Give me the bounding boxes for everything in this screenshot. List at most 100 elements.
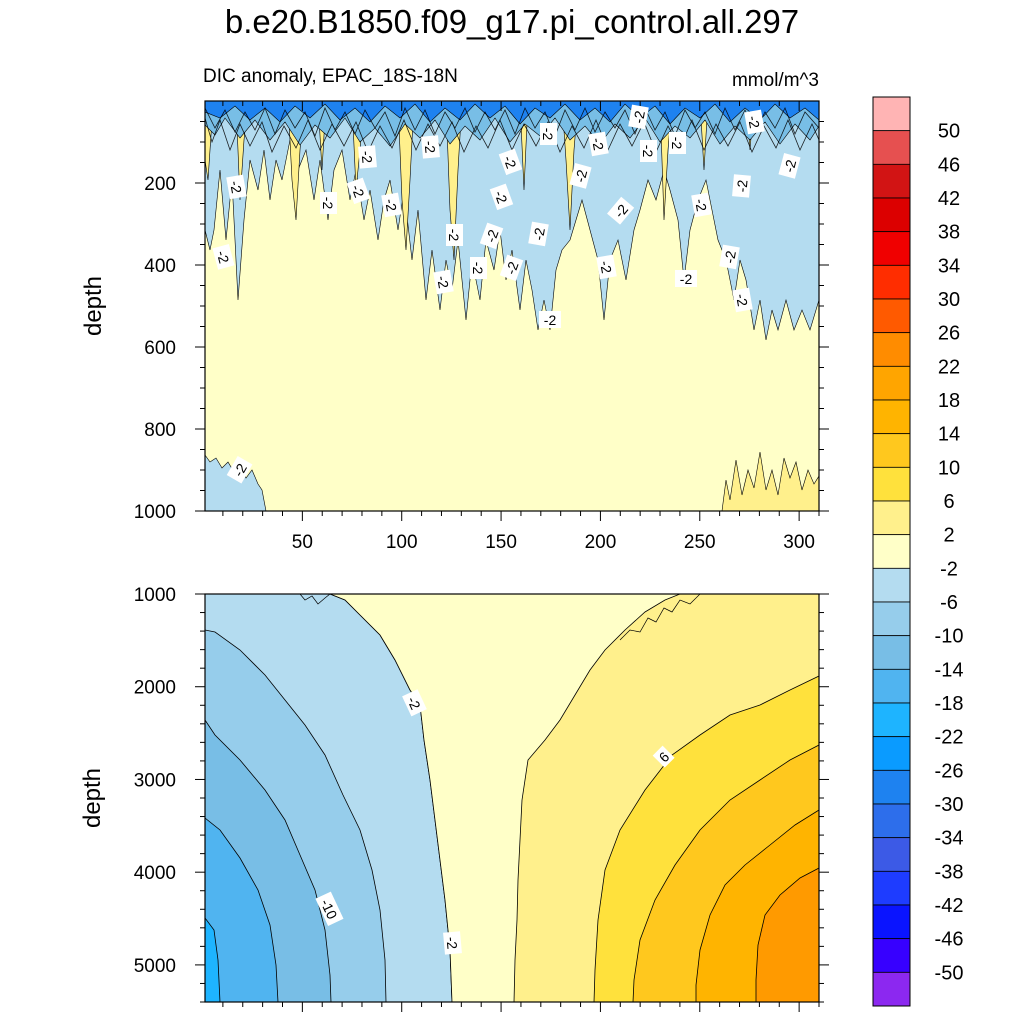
contour-label-box — [499, 254, 524, 282]
contour-label-text: -2 — [733, 292, 751, 307]
colorbar-tick-label: 18 — [938, 390, 960, 412]
lower-y-tick-label: 2000 — [134, 678, 176, 699]
contour-label: -2 — [433, 269, 454, 295]
contour-label-text: -2 — [434, 274, 452, 289]
lower-edge-right — [619, 594, 701, 641]
lower-contour-labels: -2 6 -10 -2 — [315, 689, 675, 955]
colorbar-tick-label: 30 — [938, 289, 960, 311]
contour-label-box — [628, 104, 649, 130]
contour-label-text: -2 — [669, 137, 685, 150]
contour-label-text: -2 — [630, 109, 648, 124]
contour-label-text: -2 — [572, 168, 591, 184]
upper-y-tick-labels: 200 400 600 800 1000 — [134, 174, 176, 523]
colorbar-swatch — [872, 534, 911, 569]
contour-label: 6 — [652, 745, 675, 768]
colorbar-tick-label: 2 — [943, 525, 954, 547]
colorbar-swatch — [872, 264, 911, 300]
contour-label: -2 — [540, 123, 557, 145]
contour-label-box — [358, 145, 377, 169]
contour-label: -2 — [588, 131, 609, 157]
colorbar-tick-label: -30 — [935, 794, 964, 816]
contour-label-text: -2 — [530, 226, 548, 241]
colorbar-swatch — [872, 870, 911, 906]
contour-label: -2 — [528, 221, 549, 247]
chart-title: b.e20.B1850.f09_g17.pi_control.all.297 — [225, 3, 799, 40]
colorbar-swatch — [872, 500, 911, 536]
colorbar-tick-label: 38 — [938, 222, 960, 244]
contour-label-text: -2 — [597, 259, 615, 274]
colorbar-swatch — [872, 298, 911, 334]
colorbar-tick-label: -42 — [935, 895, 964, 917]
colorbar-swatch — [872, 702, 911, 738]
contour-label-text: -10 — [317, 896, 340, 921]
upper-y-axis-label: depth — [80, 276, 107, 336]
contour-label-box — [402, 689, 427, 717]
contour-label-text: -2 — [500, 153, 519, 170]
contour-label-box — [315, 891, 344, 926]
colorbar-tick-label: -6 — [940, 592, 958, 614]
colorbar-tick-label: 26 — [938, 323, 960, 345]
contour-label: -2 — [479, 222, 504, 250]
contour-label-text: -2 — [692, 197, 710, 212]
contour-label-box — [443, 931, 462, 955]
contour-label: -2 — [421, 135, 440, 159]
contour-label-text: -2 — [443, 936, 460, 950]
contour-label-box — [479, 222, 504, 250]
upper-panel: 50 100 150 200 250 300 200 400 600 800 1000 depth… — [80, 100, 829, 553]
colorbar-tick-label: -10 — [935, 626, 964, 648]
contour-label: -2 — [607, 196, 635, 225]
contour-label-box — [719, 244, 740, 270]
colorbar-tick-label: 22 — [938, 356, 960, 378]
colorbar-swatch — [872, 197, 911, 233]
upper-y-tick-label: 200 — [144, 174, 176, 195]
chart-subtitle-left: DIC anomaly, EPAC_18S-18N — [203, 66, 458, 87]
colorbar-swatch — [872, 433, 911, 468]
contour-label: -2 — [358, 145, 377, 169]
lower-rough-contour-edges — [299, 594, 701, 641]
contour-label: -2 — [691, 192, 712, 218]
upper-axis-ticks — [195, 101, 829, 521]
contour-label-box — [226, 174, 247, 200]
contour-label-box — [433, 269, 454, 295]
colorbar-tick-label: -34 — [935, 828, 964, 850]
contour-label-box — [744, 109, 765, 135]
contour-label: -2 — [628, 104, 649, 130]
contour-label-text: -2 — [227, 179, 245, 194]
chart-units: mmol/m^3 — [732, 70, 819, 91]
colorbar-tick-label: -22 — [935, 727, 964, 749]
contour-label: -2 — [744, 109, 765, 135]
colorbar-tick-label: 6 — [943, 491, 954, 513]
surface-contour-2 — [205, 117, 819, 154]
contour-label: -2 — [446, 224, 463, 246]
contour-label: -2 — [346, 177, 371, 205]
contour-label-box — [607, 196, 635, 225]
contour-label-text: -2 — [421, 140, 438, 154]
upper-x-tick-label: 150 — [485, 532, 517, 553]
contour-label-box — [588, 131, 609, 157]
contour-label-box — [669, 132, 686, 154]
lower-band-plus18-plus22 — [755, 867, 819, 1002]
contour-label: -10 — [315, 891, 344, 926]
colorbar-tick-label: 34 — [938, 255, 960, 277]
upper-y-tick-label: 400 — [144, 256, 176, 277]
colorbar-tick-label: 14 — [938, 424, 960, 446]
colorbar-tick-label: 46 — [938, 154, 960, 176]
contour-label-box — [528, 221, 549, 247]
colorbar-tick-label: -46 — [935, 929, 964, 951]
colorbar-tick-label: -38 — [935, 861, 964, 883]
contour-label-box — [540, 123, 557, 145]
contour-label: -2 — [732, 287, 753, 313]
colorbar-tick-label: -14 — [935, 659, 964, 681]
colorbar-tick-label: -26 — [935, 760, 964, 782]
colorbar-swatch — [872, 635, 911, 670]
colorbar-swatch — [872, 601, 911, 637]
contour-label-box — [640, 140, 657, 162]
colorbar-swatch — [872, 96, 911, 132]
upper-x-tick-label: 200 — [585, 532, 617, 553]
contour-label: -2 — [669, 132, 686, 154]
contour-label: -2 — [569, 163, 592, 189]
colorbar-swatch — [872, 365, 911, 401]
upper-x-tick-label: 50 — [292, 532, 313, 553]
upper-contour-labels: -2 -2 -2 -2 -2 -2 -2 -2 -2 -2 -2 -2 -2 -2 -2 -2 -2 -2 -2 -2… — [212, 104, 801, 484]
